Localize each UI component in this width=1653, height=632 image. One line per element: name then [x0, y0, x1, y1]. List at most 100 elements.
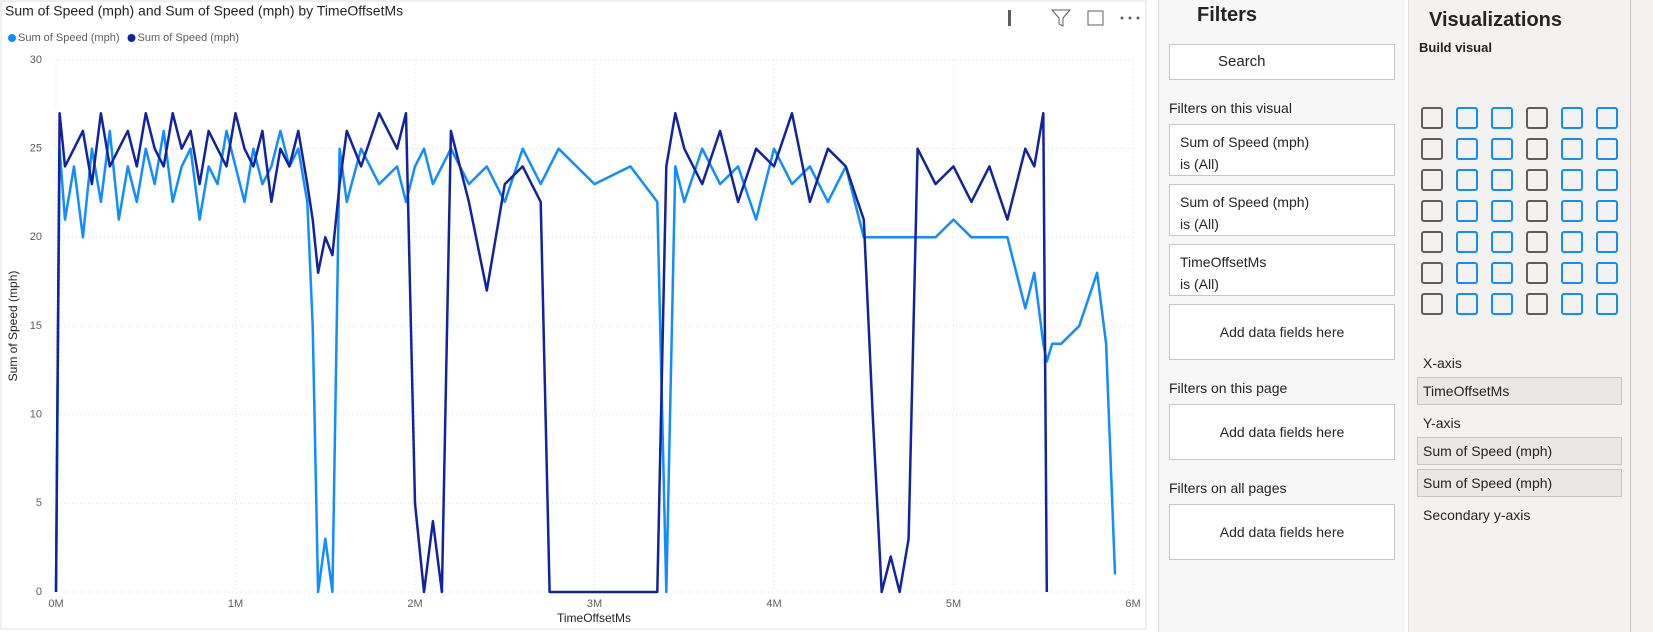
filters-pane: Filters Search Filters on this visual Sum o…: [1158, 0, 1405, 632]
search-placeholder: Search: [1218, 53, 1266, 70]
legend-marker: [127, 34, 136, 42]
visual-icon[interactable]: [1596, 231, 1618, 253]
filter-icon[interactable]: [1050, 9, 1072, 27]
info-icon[interactable]: [1008, 10, 1011, 26]
visual-icon[interactable]: [1491, 169, 1513, 191]
pane-title: Filters: [1197, 4, 1258, 26]
visual-icon[interactable]: [1596, 138, 1618, 160]
visual-icon[interactable]: [1491, 138, 1513, 160]
legend-marker: [8, 34, 16, 42]
well-field[interactable]: TimeOffsetMs: [1417, 377, 1622, 405]
visual-gallery: [1421, 107, 1630, 315]
pane-title: Visualizations: [1429, 9, 1563, 31]
more-icon[interactable]: [1120, 16, 1124, 20]
visual-header-icons: [1008, 9, 1140, 27]
visual-icon[interactable]: [1526, 231, 1548, 253]
filter-field: TimeOffsetMs: [1180, 254, 1267, 270]
visual-icon[interactable]: [1421, 293, 1443, 315]
field-well: Secondary y-axis: [1415, 507, 1624, 523]
chart-title: Sum of Speed (mph) and Sum of Speed (mph…: [5, 3, 403, 19]
visual-icon[interactable]: [1526, 138, 1548, 160]
well-label: Secondary y-axis: [1423, 507, 1531, 523]
visual-icon[interactable]: [1526, 262, 1548, 284]
visual-icon[interactable]: [1596, 107, 1618, 129]
filter-card[interactable]: Sum of Speed (mph) is (All): [1169, 184, 1395, 236]
drop-zone[interactable]: Add data fields here: [1169, 504, 1395, 560]
visual-icon[interactable]: [1491, 231, 1513, 253]
visual-icon[interactable]: [1596, 169, 1618, 191]
visual-icon[interactable]: [1561, 200, 1583, 222]
visual-icon[interactable]: [1421, 138, 1443, 160]
visual-icon[interactable]: [1596, 200, 1618, 222]
visual-icon[interactable]: [1596, 293, 1618, 315]
visual-icon[interactable]: [1456, 231, 1478, 253]
y-tick-label: 25: [30, 143, 42, 155]
y-tick-label: 30: [30, 54, 42, 66]
well-spacer: [1409, 315, 1630, 345]
y-tick-label: 0: [36, 586, 42, 598]
drop-zone[interactable]: Add data fields here: [1169, 304, 1395, 360]
visual-icon[interactable]: [1456, 107, 1478, 129]
y-tick-label: 10: [30, 409, 42, 421]
x-tick-label: 5M: [946, 598, 961, 610]
visual-icon[interactable]: [1456, 138, 1478, 160]
y-tick-label: 20: [30, 231, 42, 243]
legend-label: Sum of Speed (mph): [138, 32, 240, 44]
filter-card[interactable]: Sum of Speed (mph) is (All): [1169, 124, 1395, 176]
focus-icon[interactable]: [1087, 10, 1104, 26]
filter-state: is (All): [1180, 156, 1219, 172]
visual-icon[interactable]: [1421, 107, 1443, 129]
search-box[interactable]: Search: [1169, 44, 1395, 80]
visual-icon[interactable]: [1421, 200, 1443, 222]
well-label: X-axis: [1423, 355, 1462, 371]
visual-icon[interactable]: [1526, 293, 1548, 315]
visual-icon[interactable]: [1526, 169, 1548, 191]
filter-state: is (All): [1180, 276, 1219, 292]
well-field[interactable]: Sum of Speed (mph): [1417, 437, 1622, 465]
y-tick-label: 15: [30, 320, 42, 332]
x-axis-title: TimeOffsetMs: [557, 611, 631, 625]
visual-icon[interactable]: [1421, 262, 1443, 284]
x-tick-label: 1M: [228, 598, 243, 610]
field-well: Y-axis Sum of Speed (mph) Sum of Speed (mp…: [1415, 415, 1624, 497]
y-tick-label: 5: [36, 497, 42, 509]
filter-field: Sum of Speed (mph): [1180, 194, 1310, 210]
visualizations-pane: Visualizations Build visual X-axis TimeOffs…: [1408, 0, 1630, 632]
y-axis-title: Sum of Speed (mph): [6, 271, 20, 382]
visual-icon[interactable]: [1526, 200, 1548, 222]
well-field[interactable]: Sum of Speed (mph): [1417, 469, 1622, 497]
x-tick-label: 4M: [766, 598, 781, 610]
visual-icon[interactable]: [1491, 200, 1513, 222]
legend-label: Sum of Speed (mph): [18, 32, 120, 44]
visual-icon[interactable]: [1561, 262, 1583, 284]
filter-card[interactable]: TimeOffsetMs is (All): [1169, 244, 1395, 296]
visual-icon[interactable]: [1491, 107, 1513, 129]
series-line: [54, 111, 1049, 594]
visual-icon[interactable]: [1561, 231, 1583, 253]
visual-icon[interactable]: [1456, 169, 1478, 191]
pane-subtitle: Build visual: [1419, 40, 1492, 55]
visual-icon[interactable]: [1491, 293, 1513, 315]
section-title: Filters on this page: [1169, 380, 1288, 396]
visual-icon[interactable]: [1456, 200, 1478, 222]
chart: Sum of Speed (mph) and Sum of Speed (mph…: [0, 0, 1147, 630]
drop-zone[interactable]: Add data fields here: [1169, 404, 1395, 460]
visual-icon[interactable]: [1421, 231, 1443, 253]
visual-icon[interactable]: [1596, 262, 1618, 284]
x-tick-label: 0M: [48, 598, 63, 610]
visual-icon[interactable]: [1561, 169, 1583, 191]
x-tick-label: 2M: [407, 598, 422, 610]
visual-icon[interactable]: [1561, 138, 1583, 160]
visual-icon[interactable]: [1456, 262, 1478, 284]
visual-icon[interactable]: [1526, 107, 1548, 129]
visual-icon[interactable]: [1421, 169, 1443, 191]
visual-icon[interactable]: [1561, 293, 1583, 315]
visual-icon[interactable]: [1561, 107, 1583, 129]
visual-icon[interactable]: [1491, 262, 1513, 284]
visual-frame: [0, 0, 1147, 630]
section-title: Filters on this visual: [1169, 100, 1292, 116]
visual-icon[interactable]: [1456, 293, 1478, 315]
well-label: Y-axis: [1423, 415, 1461, 431]
field-well: X-axis TimeOffsetMs: [1415, 355, 1624, 405]
